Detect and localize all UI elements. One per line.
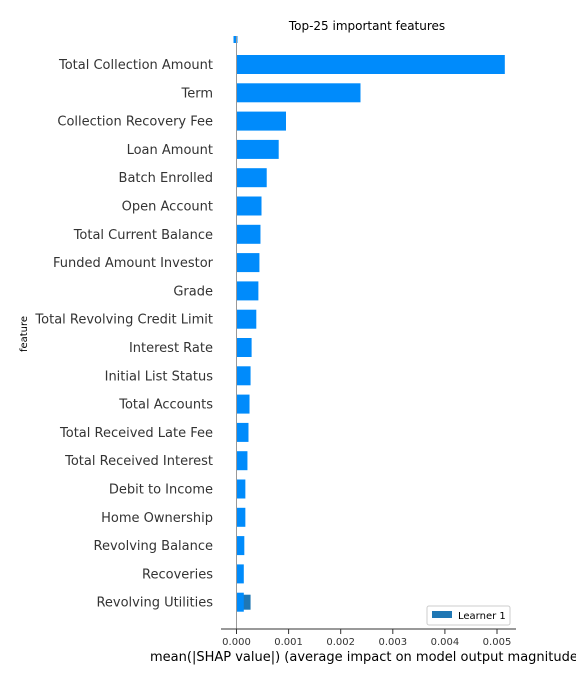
x-tick-label-4: 0.004 <box>431 637 460 648</box>
x-tick-label-2: 0.002 <box>326 637 355 648</box>
bar-3 <box>236 139 279 159</box>
category-label-9: Total Revolving Credit Limit <box>34 313 213 328</box>
bar-9 <box>236 309 257 329</box>
category-label-19: Revolving Utilities <box>96 596 213 611</box>
category-label-14: Total Received Interest <box>64 454 213 469</box>
bar-7 <box>236 253 260 273</box>
bar-6 <box>236 224 261 244</box>
legend-swatch <box>432 611 452 618</box>
chart-title: Top-25 important features <box>288 19 445 33</box>
bar-13 <box>236 422 249 442</box>
x-ticks-group: 0.000 0.001 0.002 0.003 0.004 0.005 <box>222 629 511 648</box>
category-label-13: Total Received Late Fee <box>59 426 213 441</box>
category-label-15: Debit to Income <box>109 483 213 498</box>
bar-17 <box>236 536 245 556</box>
bar-5 <box>236 196 262 216</box>
bar-8 <box>236 281 259 301</box>
category-label-6: Total Current Balance <box>73 228 213 243</box>
bar-18 <box>236 564 244 584</box>
category-label-8: Grade <box>173 284 213 299</box>
category-label-2: Collection Recovery Fee <box>57 115 213 130</box>
x-tick-label-3: 0.003 <box>378 637 407 648</box>
x-tick-label-5: 0.005 <box>483 637 512 648</box>
category-label-12: Total Accounts <box>118 398 213 413</box>
category-label-18: Recoveries <box>142 567 213 582</box>
category-label-17: Revolving Balance <box>94 539 213 554</box>
category-label-0: Total Collection Amount <box>58 58 213 73</box>
category-label-5: Open Account <box>122 200 213 215</box>
bar-16 <box>236 507 246 527</box>
category-label-3: Loan Amount <box>127 143 213 158</box>
category-labels-group: Total Collection Amount Term Collection Re… <box>34 58 213 611</box>
bar-14 <box>236 451 248 471</box>
bar-10 <box>236 338 252 357</box>
legend-box <box>426 605 511 626</box>
bar-19 <box>236 592 244 612</box>
x-axis-label: mean(|SHAP value|) (average impact on mo… <box>150 650 576 665</box>
bar-4 <box>236 168 267 188</box>
bar-15 <box>236 479 246 499</box>
category-label-10: Interest Rate <box>129 341 213 356</box>
x-tick-label-0: 0.000 <box>222 637 251 648</box>
bar-11 <box>236 366 251 386</box>
bar-1 <box>236 83 361 103</box>
category-label-7: Funded Amount Investor <box>53 256 214 271</box>
bar-0 <box>236 55 505 74</box>
category-label-1: Term <box>180 86 213 101</box>
category-label-4: Batch Enrolled <box>119 171 213 186</box>
bar-2 <box>236 111 286 131</box>
category-label-11: Initial List Status <box>105 369 214 384</box>
legend-entry: Learner 1 <box>458 611 506 622</box>
category-label-16: Home Ownership <box>101 511 213 526</box>
top-marker <box>233 36 238 43</box>
bars-group <box>233 36 505 612</box>
legend: Learner 1 <box>426 605 511 626</box>
y-axis-label: feature <box>19 316 30 352</box>
bar-12 <box>236 394 250 414</box>
x-tick-label-1: 0.001 <box>274 637 303 648</box>
